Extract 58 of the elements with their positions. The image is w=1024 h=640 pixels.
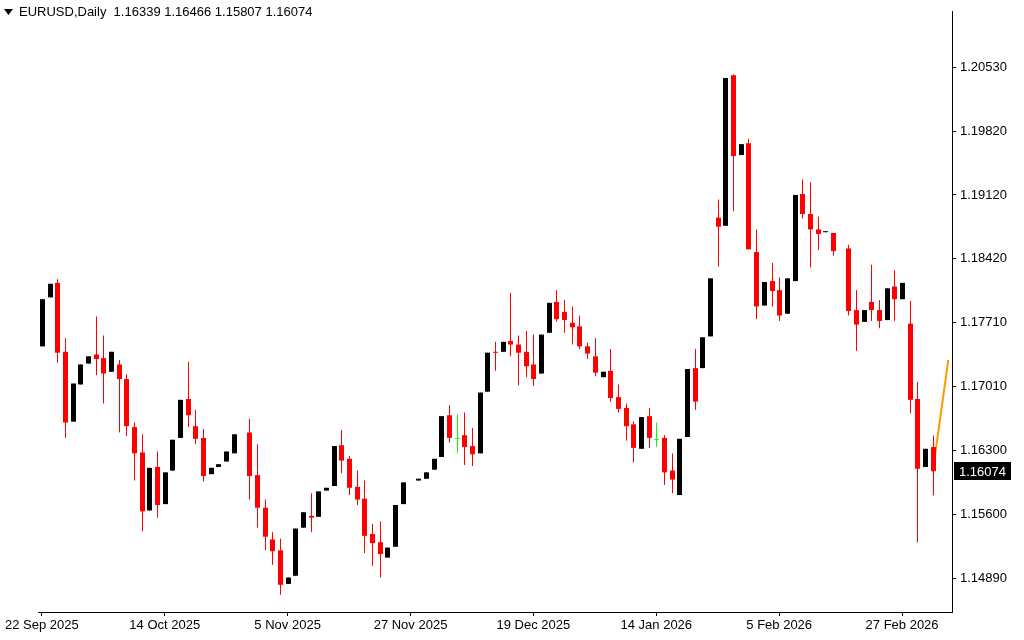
candlestick	[270, 531, 275, 566]
candlestick	[186, 361, 191, 428]
candlestick	[462, 412, 467, 466]
candlestick	[554, 289, 559, 323]
candlestick	[593, 337, 598, 377]
candlestick	[892, 269, 897, 322]
candlestick	[800, 179, 805, 220]
y-tick-label: 1.20530	[960, 58, 1007, 74]
candlestick	[670, 452, 675, 494]
candlestick	[854, 289, 859, 352]
candlestick	[378, 520, 383, 579]
candlestick	[577, 315, 582, 350]
x-tick-label: 14 Oct 2025	[129, 617, 201, 633]
candlestick	[524, 330, 529, 378]
y-tick-label: 1.17710	[960, 314, 1007, 330]
candlestick	[631, 421, 636, 463]
y-tick-label: 1.17010	[960, 377, 1007, 393]
candlestick	[447, 404, 452, 443]
candlestick	[516, 334, 521, 386]
y-tick-label: 1.19820	[960, 123, 1007, 139]
y-tick-label: 1.16300	[960, 442, 1007, 458]
candlestick	[624, 402, 629, 442]
candlestick	[647, 407, 652, 449]
y-tick-label: 1.19120	[960, 186, 1007, 202]
candlestick	[309, 492, 314, 533]
candlestick	[869, 264, 874, 322]
x-tick-label: 27 Feb 2026	[865, 617, 939, 633]
candlestick	[193, 409, 198, 445]
candlestick	[370, 523, 375, 567]
chart-title: EURUSD,Daily 1.16339 1.16466 1.15807 1.16074	[19, 4, 313, 19]
text: 1.16074	[959, 463, 1006, 479]
candlestick	[470, 427, 475, 467]
candlestick	[508, 292, 513, 357]
y-tick-label: 1.18420	[960, 249, 1007, 265]
y-tick-label: 1.14890	[960, 570, 1007, 586]
candlestick	[877, 299, 882, 329]
x-tick-label: 27 Nov 2025	[373, 617, 448, 633]
candlestick	[455, 413, 460, 454]
candlestick	[117, 359, 122, 433]
candlestick	[716, 198, 721, 268]
candlestick	[101, 334, 106, 404]
candlestick	[654, 422, 659, 448]
candlestick	[616, 383, 621, 414]
x-tick-label: 14 Jan 2026	[620, 617, 693, 633]
candlestick	[816, 216, 821, 251]
candlestick	[770, 262, 775, 307]
candlestick	[531, 334, 536, 387]
x-tick-label: 5 Feb 2026	[746, 617, 813, 633]
candlestick	[339, 429, 344, 474]
x-tick-label: 5 Nov 2025	[254, 617, 321, 633]
x-tick-label: 22 Sep 2025	[4, 617, 79, 633]
candlestick	[831, 232, 836, 257]
candlestick	[493, 341, 498, 372]
candlestick	[355, 470, 360, 506]
candlestick	[562, 299, 567, 334]
y-tick-label: 1.15600	[960, 505, 1007, 521]
x-tick-label: 19 Dec 2025	[496, 617, 571, 633]
candlestick	[808, 181, 813, 268]
